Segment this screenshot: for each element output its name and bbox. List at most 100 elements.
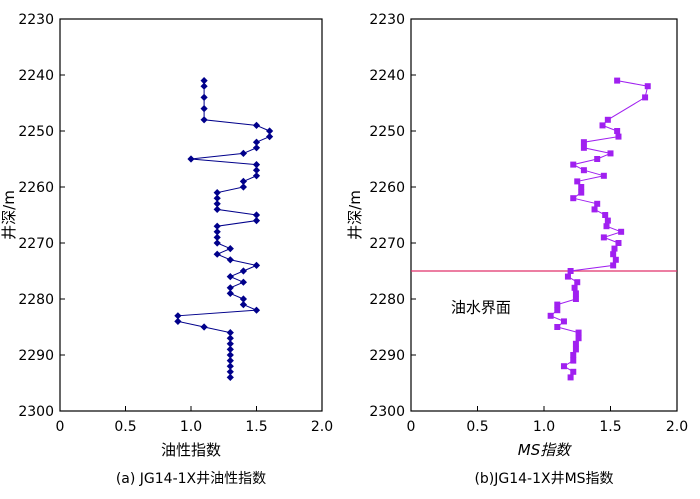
data-point	[226, 351, 234, 359]
data-point	[578, 184, 585, 190]
y-tick-label: 2230	[18, 12, 54, 28]
data-point	[603, 223, 610, 230]
data-point	[252, 166, 261, 174]
data-point	[591, 206, 598, 213]
data-point	[213, 222, 221, 230]
data-point	[226, 357, 234, 365]
data-point	[571, 284, 578, 291]
data-point	[200, 82, 208, 90]
data-point	[226, 373, 234, 381]
data-point	[604, 116, 611, 123]
data-point	[213, 189, 221, 197]
data-point	[611, 245, 618, 252]
y-tick-label: 2280	[369, 292, 405, 308]
data-point	[578, 189, 585, 196]
x-tick-label: 2.0	[666, 419, 688, 435]
data-point	[610, 262, 617, 269]
data-point	[239, 177, 247, 185]
y-tick-label: 2280	[18, 292, 54, 308]
x-tick-label: 1.5	[245, 419, 267, 435]
data-point	[642, 94, 649, 101]
data-point	[239, 149, 247, 157]
x-tick-label: 1.0	[180, 419, 202, 435]
data-point	[226, 334, 234, 342]
y-tick-label: 2260	[369, 180, 405, 196]
panel-b-xlabel: MS指数	[518, 441, 572, 459]
data-point	[252, 261, 261, 269]
data-point	[200, 93, 208, 101]
x-tick-label: 0.5	[114, 419, 136, 435]
data-point	[612, 256, 619, 263]
data-point	[572, 290, 579, 297]
oil-water-contact-label: 油水界面	[451, 298, 511, 316]
data-point	[644, 83, 651, 90]
data-point	[600, 172, 607, 179]
y-tick-label: 2270	[18, 236, 54, 252]
data-point	[174, 317, 182, 325]
data-point	[607, 150, 614, 157]
data-point	[560, 363, 567, 370]
data-point	[602, 212, 609, 218]
panel-b: 0 0.5 1.0 1.5 2.0 2230 2240 2250 2260 2270 2280 229…	[346, 12, 688, 487]
data-point	[239, 183, 247, 191]
x-tick-label: 1.0	[533, 419, 555, 435]
data-point	[239, 278, 247, 286]
y-tick-label: 2240	[369, 68, 405, 84]
y-tick-label: 2300	[18, 404, 54, 420]
data-point	[266, 133, 274, 141]
data-point	[570, 161, 577, 168]
y-tick-label: 2250	[18, 124, 54, 140]
panel-b-ticks: 0 0.5 1.0 1.5 2.0 2230 2240 2250 2260 2270 2280 229…	[369, 12, 688, 435]
data-point	[252, 211, 261, 219]
data-point	[594, 200, 601, 207]
panel-b-series	[547, 77, 651, 381]
data-point	[226, 256, 234, 264]
data-point	[187, 155, 195, 163]
y-tick-label: 2230	[369, 12, 405, 28]
panel-a-caption: (a) JG14-1X井油性指数	[116, 471, 266, 487]
data-point	[226, 345, 234, 353]
data-point	[560, 318, 567, 325]
y-tick-label: 2270	[369, 236, 405, 252]
series-line	[549, 80, 649, 378]
panel-a: 0 0.5 1.0 1.5 2.0 2230 2240 2250 2260 2270 2280 229…	[0, 12, 333, 487]
data-point	[614, 77, 621, 84]
data-point	[213, 233, 221, 241]
data-point	[564, 273, 571, 280]
data-point	[570, 195, 577, 202]
data-point	[615, 133, 622, 140]
data-point	[213, 200, 221, 208]
data-point	[554, 324, 561, 330]
data-point	[252, 144, 261, 152]
data-point	[580, 139, 587, 146]
panel-a-series	[174, 77, 274, 381]
data-point	[252, 138, 261, 146]
data-point	[618, 228, 625, 235]
data-point	[252, 306, 261, 314]
data-point	[572, 340, 579, 347]
panel-a-xlabel: 油性指数	[161, 441, 221, 459]
data-point	[580, 167, 587, 174]
y-tick-label: 2250	[369, 124, 405, 140]
x-tick-label: 0.5	[466, 419, 488, 435]
data-point	[574, 178, 581, 185]
data-point	[547, 312, 554, 319]
y-tick-label: 2260	[18, 180, 54, 196]
data-point	[252, 172, 261, 180]
panel-a-ylabel: 井深/m	[0, 190, 18, 240]
data-point	[239, 295, 247, 303]
data-point	[572, 346, 579, 353]
data-point	[570, 352, 577, 358]
data-point	[572, 296, 579, 302]
x-tick-label: 0	[407, 419, 416, 435]
data-point	[200, 77, 208, 85]
panel-b-caption: (b)JG14-1X井MS指数	[474, 471, 613, 487]
data-point	[226, 289, 234, 297]
data-point	[174, 312, 182, 320]
data-point	[252, 217, 261, 225]
data-point	[226, 273, 234, 281]
data-point	[213, 205, 221, 213]
data-point	[594, 156, 601, 162]
